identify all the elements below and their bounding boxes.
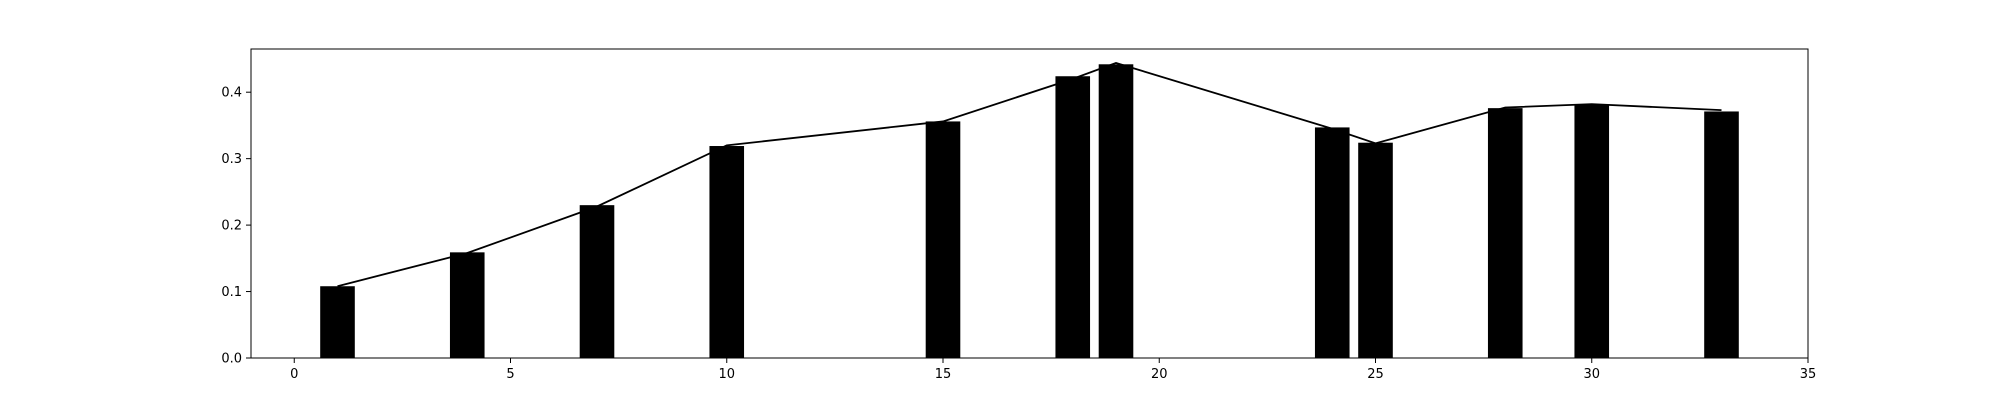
y-axis: 0.0 0.1 0.2 0.3 0.4	[221, 86, 251, 367]
x-axis: 0 5 10 15 20 25 30 35	[290, 358, 1816, 382]
bar-7	[579, 205, 615, 358]
bar-18	[1055, 76, 1091, 358]
x-tick-label: 25	[1367, 367, 1384, 382]
bar-15	[925, 121, 961, 359]
y-tick-label: 0.4	[221, 86, 242, 101]
bar-10	[709, 146, 745, 358]
x-tick-label: 10	[718, 367, 735, 382]
series-line	[337, 62, 1722, 288]
x-tick-label: 30	[1583, 367, 1600, 382]
x-tick-label: 20	[1151, 367, 1168, 382]
x-tick-label: 15	[935, 367, 952, 382]
y-tick-label: 0.1	[221, 285, 242, 300]
bar-25	[1358, 142, 1393, 358]
bar-30	[1574, 104, 1610, 358]
x-tick-label: 35	[1800, 367, 1817, 382]
x-tick-label: 5	[506, 367, 514, 382]
axes-frame	[250, 48, 1809, 359]
y-tick-label: 0.0	[221, 352, 242, 367]
bar-33	[1704, 111, 1739, 359]
bar-1	[320, 286, 355, 358]
bar-24	[1314, 127, 1350, 358]
plot-area	[251, 49, 1808, 358]
bar-4	[449, 252, 485, 358]
y-tick-label: 0.3	[221, 152, 242, 167]
x-tick-label: 0	[290, 367, 298, 382]
y-tick-label: 0.2	[221, 219, 242, 234]
bars-layer	[320, 64, 1739, 359]
bar-28	[1487, 108, 1523, 358]
bar-19	[1098, 64, 1134, 358]
